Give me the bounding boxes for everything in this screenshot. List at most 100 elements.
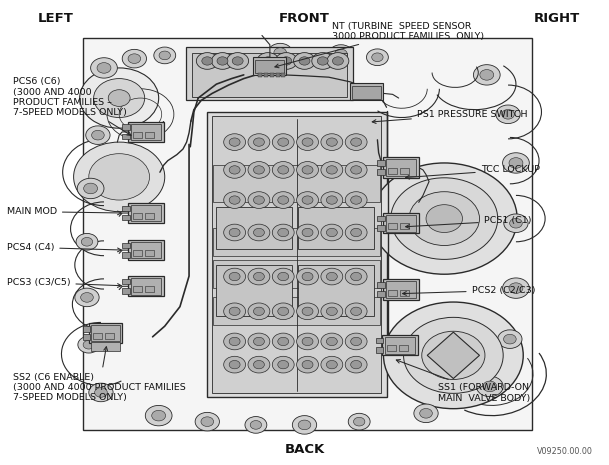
Circle shape xyxy=(248,224,270,241)
Circle shape xyxy=(229,272,240,281)
Bar xyxy=(145,250,154,256)
Circle shape xyxy=(272,333,294,350)
Bar xyxy=(399,345,408,351)
Circle shape xyxy=(504,214,528,232)
Bar xyxy=(133,286,142,292)
Circle shape xyxy=(250,420,262,429)
Circle shape xyxy=(298,420,311,430)
Bar xyxy=(105,332,114,339)
Circle shape xyxy=(409,192,479,246)
Circle shape xyxy=(351,272,362,281)
Bar xyxy=(83,38,532,430)
Circle shape xyxy=(414,404,438,423)
Circle shape xyxy=(248,134,270,151)
Circle shape xyxy=(297,303,319,319)
Bar xyxy=(264,73,268,77)
Circle shape xyxy=(329,45,353,63)
Circle shape xyxy=(201,417,214,426)
Circle shape xyxy=(253,138,264,146)
Circle shape xyxy=(272,268,294,285)
Bar xyxy=(281,73,285,77)
Bar xyxy=(93,332,102,339)
Text: SS1 (FORWARD-ON
MAIN  VALVE BODY): SS1 (FORWARD-ON MAIN VALVE BODY) xyxy=(396,359,530,403)
Circle shape xyxy=(80,292,93,302)
Circle shape xyxy=(420,408,432,418)
Bar xyxy=(213,228,380,256)
Circle shape xyxy=(224,268,245,285)
Circle shape xyxy=(272,192,294,208)
Circle shape xyxy=(496,105,520,124)
Circle shape xyxy=(91,58,118,78)
Bar xyxy=(216,265,292,316)
Bar xyxy=(216,207,292,249)
Circle shape xyxy=(272,161,294,178)
Bar xyxy=(145,213,154,219)
Circle shape xyxy=(248,333,270,350)
Circle shape xyxy=(345,303,367,319)
Circle shape xyxy=(345,268,367,285)
Bar xyxy=(387,345,396,351)
Circle shape xyxy=(351,196,362,204)
Text: NT (TURBINE  SPEED SENSOR
3000 PRODUCT FAMILIES  ONLY): NT (TURBINE SPEED SENSOR 3000 PRODUCT FA… xyxy=(275,21,484,68)
Circle shape xyxy=(224,356,245,373)
Circle shape xyxy=(321,134,343,151)
Circle shape xyxy=(292,416,317,434)
Circle shape xyxy=(302,360,313,369)
Circle shape xyxy=(326,228,337,237)
Bar xyxy=(384,157,419,178)
Circle shape xyxy=(253,337,264,345)
Circle shape xyxy=(297,268,319,285)
Circle shape xyxy=(217,57,228,65)
Circle shape xyxy=(502,153,529,173)
Circle shape xyxy=(302,307,313,315)
Bar xyxy=(385,337,415,353)
Circle shape xyxy=(297,333,319,350)
Circle shape xyxy=(422,331,485,379)
Bar xyxy=(384,213,419,233)
Circle shape xyxy=(159,51,171,60)
Bar xyxy=(122,215,130,220)
Bar xyxy=(386,159,417,176)
Bar xyxy=(212,116,381,393)
Circle shape xyxy=(152,410,166,421)
Circle shape xyxy=(473,65,500,85)
Circle shape xyxy=(89,383,113,402)
Circle shape xyxy=(272,224,294,241)
Circle shape xyxy=(326,360,337,369)
Circle shape xyxy=(278,228,289,237)
Bar xyxy=(376,347,384,352)
Circle shape xyxy=(391,178,498,259)
Circle shape xyxy=(97,63,111,73)
Circle shape xyxy=(86,126,110,145)
Circle shape xyxy=(502,278,529,299)
Circle shape xyxy=(76,233,98,250)
Circle shape xyxy=(327,53,349,69)
Bar xyxy=(133,132,142,138)
Bar xyxy=(122,288,130,294)
Circle shape xyxy=(154,47,175,64)
Bar xyxy=(276,73,280,77)
Circle shape xyxy=(297,192,319,208)
Circle shape xyxy=(351,138,362,146)
Bar xyxy=(131,124,161,140)
Circle shape xyxy=(510,219,523,228)
Text: TCC LOCKUP: TCC LOCKUP xyxy=(406,166,540,179)
Bar xyxy=(388,167,397,173)
Circle shape xyxy=(229,360,240,369)
Circle shape xyxy=(229,166,240,174)
Circle shape xyxy=(248,356,270,373)
Circle shape xyxy=(278,166,289,174)
Circle shape xyxy=(504,334,516,344)
Circle shape xyxy=(302,196,313,204)
Bar xyxy=(83,334,90,340)
Bar xyxy=(128,122,164,142)
Circle shape xyxy=(278,307,289,315)
Circle shape xyxy=(78,336,100,353)
Circle shape xyxy=(248,161,270,178)
Circle shape xyxy=(345,192,367,208)
Circle shape xyxy=(229,196,240,204)
Circle shape xyxy=(351,360,362,369)
Circle shape xyxy=(108,90,130,106)
Bar xyxy=(122,252,130,258)
Bar xyxy=(400,167,409,173)
